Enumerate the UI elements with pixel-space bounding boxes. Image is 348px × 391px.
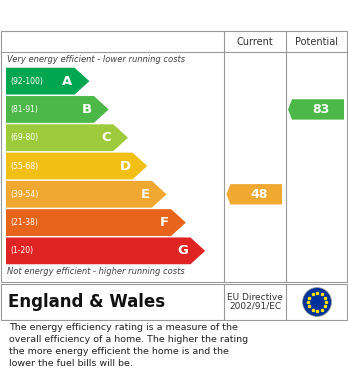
Circle shape: [303, 287, 331, 316]
Polygon shape: [6, 152, 147, 179]
Polygon shape: [6, 68, 89, 95]
Text: Current: Current: [237, 36, 274, 47]
Polygon shape: [6, 124, 128, 151]
Text: 83: 83: [313, 103, 330, 116]
Text: F: F: [160, 216, 169, 229]
Text: (92-100): (92-100): [10, 77, 43, 86]
Text: England & Wales: England & Wales: [8, 293, 165, 311]
Polygon shape: [6, 181, 167, 208]
Polygon shape: [6, 209, 186, 236]
Text: (55-68): (55-68): [10, 161, 38, 170]
Text: C: C: [102, 131, 111, 144]
Text: (81-91): (81-91): [10, 105, 38, 114]
Text: (39-54): (39-54): [10, 190, 38, 199]
Text: Potential: Potential: [294, 36, 338, 47]
Text: 48: 48: [251, 188, 268, 201]
Text: E: E: [141, 188, 150, 201]
Text: EU Directive: EU Directive: [227, 294, 283, 303]
Text: D: D: [119, 160, 130, 172]
Text: Energy Efficiency Rating: Energy Efficiency Rating: [9, 7, 219, 23]
Text: (1-20): (1-20): [10, 246, 33, 255]
Text: Not energy efficient - higher running costs: Not energy efficient - higher running co…: [7, 267, 185, 276]
Polygon shape: [6, 237, 205, 264]
Text: G: G: [177, 244, 188, 257]
Text: A: A: [62, 75, 73, 88]
Polygon shape: [288, 99, 344, 120]
Text: 2002/91/EC: 2002/91/EC: [229, 301, 281, 310]
Text: (69-80): (69-80): [10, 133, 38, 142]
Text: (21-38): (21-38): [10, 218, 38, 227]
Polygon shape: [6, 96, 109, 123]
Polygon shape: [227, 184, 282, 204]
Text: The energy efficiency rating is a measure of the
overall efficiency of a home. T: The energy efficiency rating is a measur…: [9, 323, 248, 368]
Text: B: B: [82, 103, 92, 116]
Text: Very energy efficient - lower running costs: Very energy efficient - lower running co…: [7, 55, 185, 64]
